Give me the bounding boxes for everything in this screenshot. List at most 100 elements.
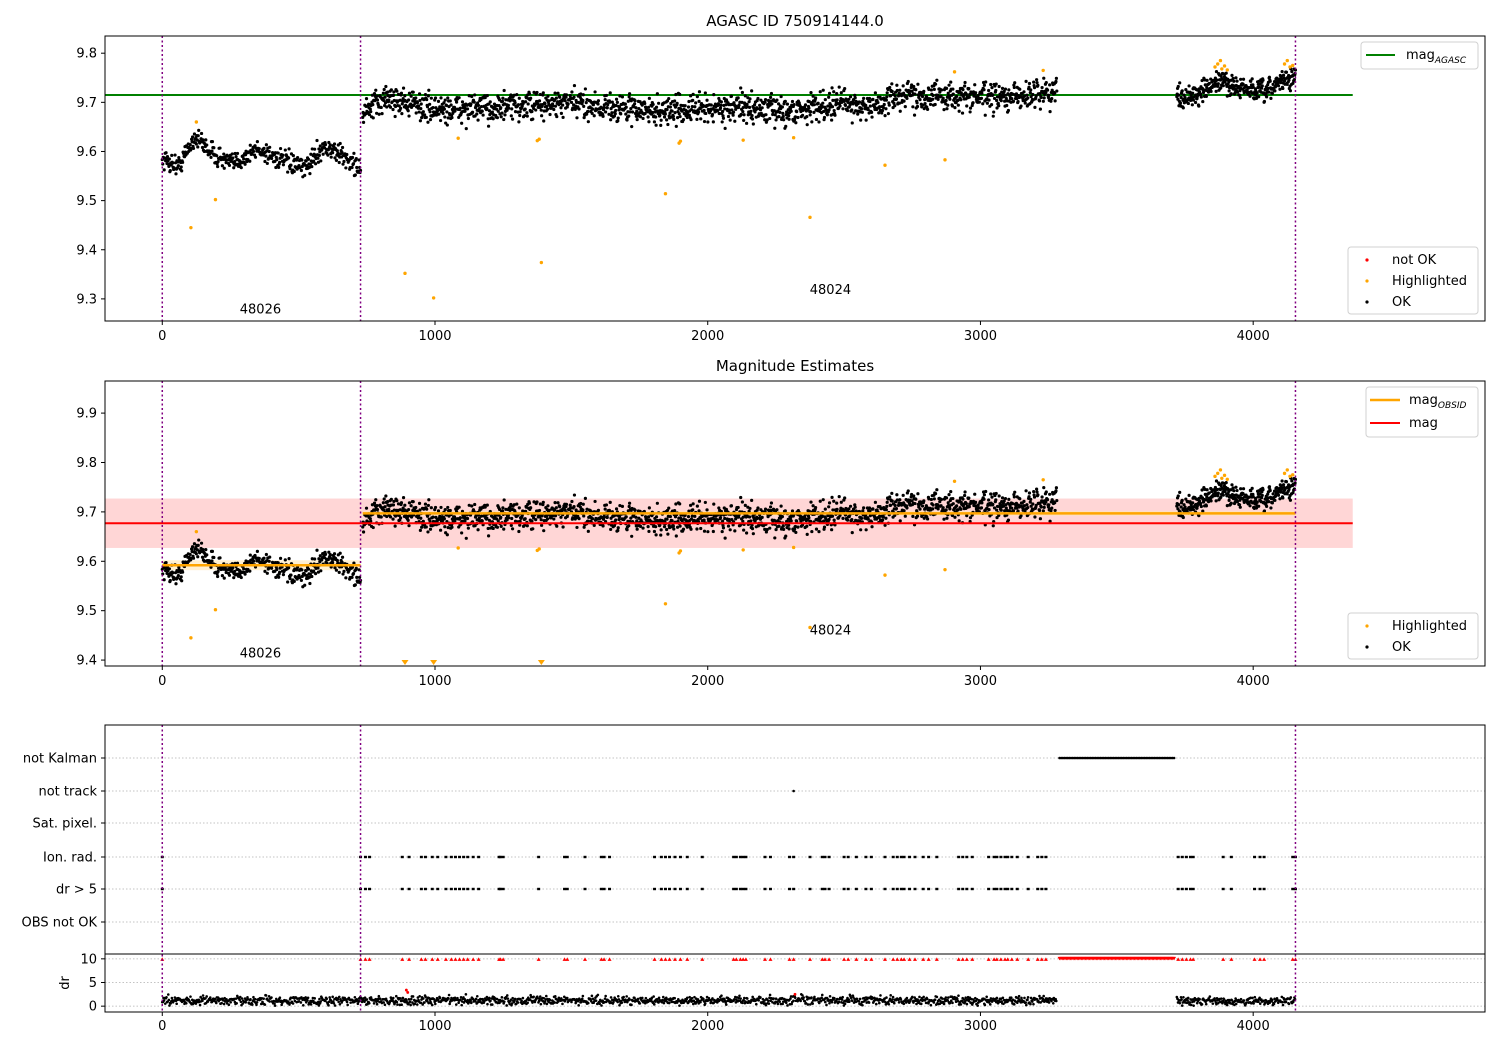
- ok-point: [633, 102, 637, 106]
- ok-point: [977, 100, 981, 104]
- ok-point: [769, 99, 773, 103]
- ok-point: [906, 79, 910, 84]
- ok-point: [1234, 76, 1238, 80]
- ok-point: [994, 88, 998, 93]
- ok-point: [812, 103, 816, 107]
- ok-point: [678, 502, 682, 506]
- ok-point: [747, 100, 751, 104]
- ok-point: [257, 147, 261, 151]
- ok-point: [951, 496, 955, 501]
- ok-point: [1281, 496, 1285, 500]
- ok-point: [706, 120, 710, 124]
- ok-point: [1225, 504, 1229, 508]
- ok-point: [723, 107, 727, 111]
- ok-point: [1025, 93, 1029, 97]
- ok-point: [1038, 517, 1043, 521]
- ok-point: [1260, 84, 1264, 88]
- ok-point: [427, 498, 431, 502]
- ok-point: [1013, 490, 1017, 494]
- ok-point: [317, 557, 321, 561]
- ok-point: [814, 527, 819, 531]
- ok-point: [608, 100, 612, 104]
- ok-point: [961, 497, 965, 501]
- ok-point: [224, 568, 228, 572]
- ok-point: [476, 528, 480, 532]
- highlighted-point: [1216, 471, 1220, 476]
- ok-point: [300, 568, 304, 572]
- ok-point: [1011, 92, 1015, 96]
- ok-point: [515, 93, 519, 97]
- ok-point: [1199, 95, 1203, 99]
- ok-point: [438, 528, 443, 532]
- ok-point: [895, 88, 899, 93]
- ok-point: [895, 83, 899, 87]
- ok-point: [383, 505, 387, 509]
- ok-point: [496, 519, 500, 523]
- ok-point: [1035, 80, 1039, 85]
- ok-point: [243, 572, 247, 576]
- ok-point: [549, 516, 553, 520]
- series-not-kalman: [1058, 756, 1176, 760]
- ok-point: [476, 118, 480, 122]
- ok-point: [856, 112, 860, 116]
- ok-point: [939, 504, 943, 508]
- ok-point: [938, 500, 942, 504]
- ok-point: [629, 516, 633, 520]
- ok-point: [332, 142, 337, 146]
- ok-point: [1271, 492, 1275, 496]
- ok-point: [513, 110, 518, 114]
- ok-point: [495, 525, 500, 529]
- ok-point: [947, 493, 951, 497]
- ok-point: [581, 93, 585, 97]
- ok-point: [830, 514, 835, 518]
- ok-point: [424, 525, 428, 529]
- ok-point: [473, 93, 477, 97]
- ok-point: [825, 113, 830, 117]
- ok-point: [756, 96, 760, 101]
- ok-point: [1039, 95, 1043, 100]
- ok-point: [677, 112, 681, 116]
- ok-point: [306, 567, 311, 571]
- ok-point: [170, 153, 174, 157]
- ok-point: [848, 103, 852, 107]
- ok-point: [495, 116, 500, 120]
- ok-point: [832, 108, 836, 113]
- ok-point: [476, 101, 480, 105]
- ok-point: [878, 514, 882, 518]
- ok-point: [436, 99, 441, 103]
- ok-point: [288, 576, 292, 581]
- ok-point: [1042, 486, 1046, 490]
- ok-point: [673, 99, 677, 103]
- ok-point: [216, 164, 220, 169]
- ok-point: [830, 118, 834, 122]
- ok-point: [443, 508, 447, 512]
- ok-point: [180, 579, 184, 583]
- ok-point: [608, 500, 612, 505]
- ok-point: [859, 516, 864, 521]
- ok-point: [1187, 493, 1191, 497]
- ok-point: [442, 517, 446, 521]
- ok-point: [403, 94, 407, 98]
- ok-point: [383, 101, 388, 105]
- highlighted-point: [741, 138, 745, 142]
- ok-point: [296, 155, 300, 160]
- ok-point: [885, 95, 889, 99]
- ok-point: [179, 575, 183, 579]
- ok-point: [777, 114, 781, 119]
- ok-point: [997, 84, 1001, 89]
- ok-point: [323, 142, 328, 147]
- ok-point: [1193, 100, 1198, 105]
- ok-point: [675, 525, 680, 529]
- ok-point: [445, 123, 449, 127]
- ok-point: [820, 514, 824, 518]
- ok-point: [726, 524, 731, 528]
- ok-point: [355, 575, 359, 579]
- ok-point: [507, 516, 511, 520]
- ok-point: [859, 528, 863, 532]
- ok-point: [264, 143, 268, 147]
- ok-point: [820, 104, 824, 109]
- ok-point: [614, 108, 618, 113]
- ok-point: [220, 574, 224, 578]
- ok-point: [267, 149, 271, 154]
- ok-point: [987, 508, 991, 512]
